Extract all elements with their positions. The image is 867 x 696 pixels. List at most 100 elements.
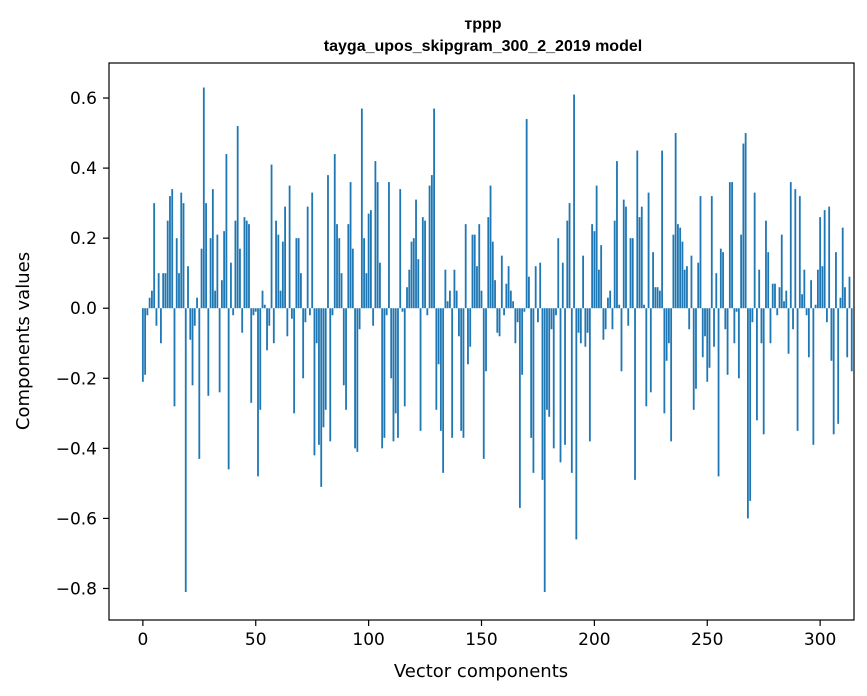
bar xyxy=(631,238,634,309)
bar xyxy=(480,290,483,309)
bar xyxy=(528,276,530,309)
bar xyxy=(823,210,826,309)
bar xyxy=(699,196,702,309)
bar xyxy=(252,308,255,316)
bar xyxy=(722,252,724,309)
bar xyxy=(327,175,329,309)
bar xyxy=(444,269,447,309)
chart-subtitle: tayga_upos_skipgram_300_2_2019 model xyxy=(324,38,642,55)
y-tick-label: −0.2 xyxy=(56,369,97,389)
bar xyxy=(153,203,156,309)
bar xyxy=(846,308,849,358)
x-tick-label: 0 xyxy=(137,630,148,650)
bar xyxy=(841,227,844,309)
bar xyxy=(509,290,512,309)
bar xyxy=(302,308,305,379)
bar xyxy=(437,308,440,365)
x-tick-label: 250 xyxy=(691,630,723,650)
bar xyxy=(613,220,616,309)
bar xyxy=(557,238,560,309)
bar xyxy=(290,308,293,319)
bar xyxy=(566,220,569,309)
bar xyxy=(403,308,406,407)
bar xyxy=(225,154,228,309)
bar xyxy=(309,308,311,316)
bar xyxy=(658,290,661,309)
bar xyxy=(365,273,368,309)
bar xyxy=(419,308,422,431)
bar xyxy=(331,308,334,316)
bar xyxy=(505,283,508,309)
bar xyxy=(656,287,659,309)
bar xyxy=(746,308,749,519)
bar xyxy=(543,308,546,592)
bar xyxy=(789,182,792,309)
bar xyxy=(758,269,761,309)
bar xyxy=(164,273,167,309)
bar xyxy=(259,308,262,410)
bar xyxy=(209,238,212,309)
chart-title: тррр xyxy=(464,16,501,33)
bar xyxy=(807,308,810,358)
bar xyxy=(579,308,582,344)
bar xyxy=(749,308,752,501)
bar xyxy=(157,273,160,309)
bar xyxy=(234,220,237,309)
bar xyxy=(150,290,153,309)
bar xyxy=(254,308,257,312)
bar xyxy=(311,192,314,309)
bar xyxy=(211,189,214,309)
bar xyxy=(821,266,824,309)
bar xyxy=(191,308,194,386)
bar xyxy=(835,252,837,309)
bar xyxy=(207,308,210,396)
bar xyxy=(360,108,363,309)
bar xyxy=(169,196,171,309)
bar xyxy=(742,143,745,309)
bar xyxy=(649,308,652,393)
bar xyxy=(546,308,548,410)
bar xyxy=(706,308,709,382)
bar xyxy=(588,308,591,442)
bar xyxy=(640,206,643,309)
bar xyxy=(261,290,264,309)
bar xyxy=(178,273,180,309)
bar xyxy=(570,308,573,473)
bar xyxy=(146,308,149,316)
bar xyxy=(160,308,162,344)
bar xyxy=(281,241,284,309)
bar xyxy=(561,262,564,309)
bar xyxy=(627,308,630,326)
bar xyxy=(839,297,842,309)
y-tick-label: 0.4 xyxy=(70,159,97,179)
bar xyxy=(726,308,729,375)
bar xyxy=(498,308,501,337)
bar xyxy=(385,308,388,316)
bar xyxy=(277,234,280,309)
bar xyxy=(279,290,282,309)
bar xyxy=(550,308,553,330)
bar xyxy=(539,262,542,309)
bar xyxy=(681,241,684,309)
bar xyxy=(645,308,648,407)
bar xyxy=(433,108,435,309)
bar xyxy=(654,287,657,309)
bar xyxy=(697,262,700,309)
bar xyxy=(230,262,232,309)
bar xyxy=(241,308,244,333)
bar xyxy=(568,203,571,309)
bar xyxy=(638,217,641,309)
bar xyxy=(771,283,774,309)
bar xyxy=(482,308,485,459)
bar xyxy=(417,259,420,309)
bar xyxy=(740,234,743,309)
bar xyxy=(173,308,176,407)
x-tick-label: 300 xyxy=(804,630,836,650)
bar xyxy=(318,308,320,445)
bar xyxy=(347,224,350,309)
bar xyxy=(534,266,537,309)
bar xyxy=(148,297,151,309)
bar xyxy=(719,248,722,309)
bar xyxy=(320,308,323,487)
bar xyxy=(313,308,316,456)
